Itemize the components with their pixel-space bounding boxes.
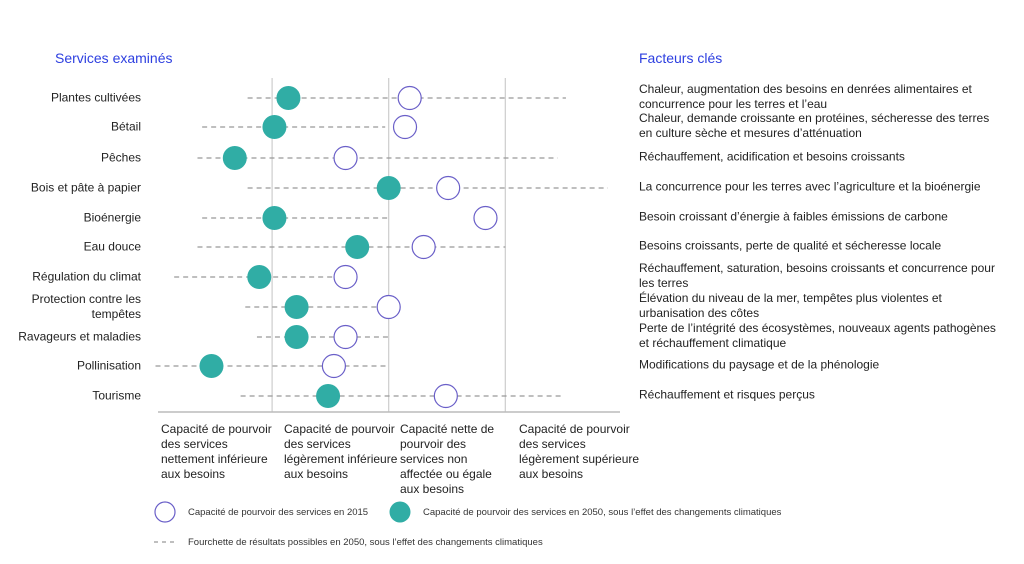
point-2050 <box>284 325 309 349</box>
factor-label: Chaleur, augmentation des besoins en den… <box>639 82 972 111</box>
service-label: Régulation du climat <box>32 269 141 284</box>
factor-label: Besoins croissants, perte de qualité et … <box>639 238 942 253</box>
point-2050 <box>345 235 370 259</box>
service-label: Eau douce <box>83 239 141 254</box>
point-2015 <box>333 145 358 171</box>
category-label: Capacité de pourvoir des services nettem… <box>161 422 272 481</box>
point-2050 <box>222 146 247 170</box>
legend-filled-label: Capacité de pourvoir des services en 205… <box>423 507 782 518</box>
factor-label: Réchauffement, saturation, besoins crois… <box>639 261 995 290</box>
legend-open-marker <box>154 501 176 523</box>
service-label: Pollinisation <box>76 358 141 373</box>
service-label: Plantes cultivées <box>50 90 141 105</box>
left-header: Services examinés <box>55 50 173 66</box>
service-label: Bois et pâte à papier <box>30 180 141 195</box>
point-2015 <box>436 175 461 201</box>
factor-label: Besoin croissant d’énergie à faibles émi… <box>639 209 948 224</box>
point-2015 <box>321 353 346 379</box>
service-label: Bioénergie <box>83 210 141 225</box>
factor-label: Chaleur, demande croissante en protéines… <box>639 111 990 140</box>
point-2050 <box>316 384 341 408</box>
factor-label: La concurrence pour les terres avec l’ag… <box>639 179 981 194</box>
point-2050 <box>262 206 287 230</box>
point-2015 <box>411 234 436 260</box>
point-2015 <box>333 264 358 290</box>
point-2015 <box>376 294 401 320</box>
point-2050 <box>376 176 401 200</box>
factor-label: Réchauffement et risques perçus <box>639 387 815 402</box>
service-label: Ravageurs et maladies <box>18 329 141 344</box>
point-2015 <box>333 324 358 350</box>
factor-label: Perte de l’intégrité des écosystèmes, no… <box>639 321 996 350</box>
right-header: Facteurs clés <box>639 50 723 66</box>
service-label: Pêches <box>100 150 141 165</box>
factor-label: Élévation du niveau de la mer, tempêtes … <box>639 291 942 320</box>
legend-open-label: Capacité de pourvoir des services en 201… <box>188 507 369 518</box>
point-2015 <box>473 205 498 231</box>
point-2050 <box>276 86 301 110</box>
service-label: Tourisme <box>92 388 141 403</box>
service-label: Protection contre les tempêtes <box>31 292 141 321</box>
point-2050 <box>247 265 272 289</box>
point-2015 <box>392 114 418 140</box>
factor-label: Réchauffement, acidification et besoins … <box>639 149 905 164</box>
category-label: Capacité nette de pourvoir des services … <box>400 422 495 496</box>
factor-label: Modifications du paysage et de la phénol… <box>639 357 880 372</box>
point-2050 <box>284 295 309 319</box>
legend-dashed-label: Fourchette de résultats possibles en 205… <box>188 537 543 548</box>
point-2015 <box>397 85 422 111</box>
point-2015 <box>433 383 458 409</box>
point-2050 <box>199 354 224 378</box>
legend-filled-marker <box>389 501 411 523</box>
point-2050 <box>262 115 287 139</box>
category-label: Capacité de pourvoir des services légère… <box>284 422 398 481</box>
category-label: Capacité de pourvoir des services légère… <box>519 422 640 481</box>
service-label: Bétail <box>110 119 141 134</box>
